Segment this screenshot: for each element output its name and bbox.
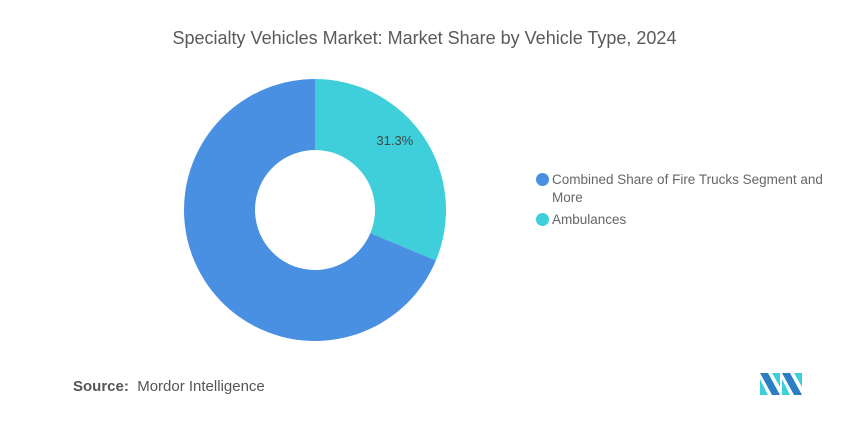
legend-item-ambulances: Ambulances: [536, 211, 836, 229]
legend-marker: [536, 173, 549, 186]
source-label: Source:: [73, 378, 129, 395]
legend: Combined Share of Fire Trucks Segment an…: [536, 171, 836, 233]
data-label: 31.3%: [376, 133, 413, 148]
legend-marker: [536, 213, 549, 226]
legend-label: Ambulances: [552, 212, 627, 227]
legend-item-fire-trucks: Combined Share of Fire Trucks Segment an…: [536, 171, 836, 207]
donut-slice-fire-trucks: [184, 79, 436, 341]
legend-label: Combined Share of Fire Trucks Segment an…: [552, 172, 823, 205]
chart-title: Specialty Vehicles Market: Market Share …: [172, 28, 677, 48]
source-value: Mordor Intelligence: [137, 378, 265, 395]
mordor-intelligence-logo: [760, 373, 802, 395]
donut-slice-ambulances: [315, 79, 446, 261]
source-note: Source: Mordor Intelligence: [73, 378, 265, 395]
